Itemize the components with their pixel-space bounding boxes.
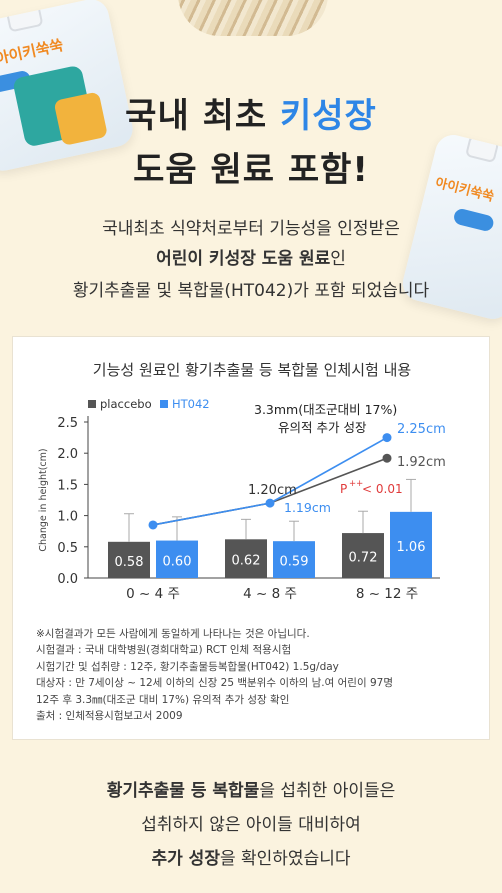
legend-swatch-ht042 — [160, 400, 168, 408]
bar-value-label: 0.62 — [232, 554, 261, 569]
x-tick-label: 8 ~ 12 주 — [356, 586, 418, 602]
intro-line1: 국내최초 식약처로부터 기능성을 인정받은 — [102, 219, 400, 239]
trend-label-end-placebo: 1.92cm — [397, 455, 446, 470]
note-line: 시험결과 : 국내 대학병원(경희대학교) RCT 인체 적용시험 — [36, 644, 292, 657]
y-tick-label: 0.0 — [57, 572, 78, 587]
annotation-significance: 유의적 추가 성장 — [278, 420, 367, 435]
bar-placebo — [342, 533, 384, 578]
closing-rest: 을 확인하였습니다 — [219, 849, 351, 869]
chart-bars — [108, 478, 432, 578]
y-tick-label: 1.0 — [57, 510, 78, 525]
study-notes: ※시험결과가 모든 사람에게 동일하게 나타나는 것은 아닙니다. 시험결과 :… — [36, 626, 393, 724]
dried-root-image — [178, 0, 328, 36]
legend-label-ht042: HT042 — [172, 397, 210, 411]
bar-ht042 — [273, 541, 315, 578]
note-line: 대상자 : 만 7세이상 ~ 12세 이하의 신장 25 백분위수 이하의 남.… — [36, 677, 393, 690]
closing-line2: 섭취하지 않은 아이들 대비하여 — [141, 815, 361, 835]
y-tick-label: 2.0 — [57, 447, 78, 462]
intro-bold: 어린이 키성장 도움 원료 — [156, 249, 331, 269]
closing-line3: 추가 성장을 확인하였습니다 — [0, 844, 502, 869]
intro-line3: 황기추출물 및 복합물(HT042)가 포함 되었습니다 — [72, 281, 430, 301]
chart-legend: placcebo HT042 — [88, 397, 210, 411]
p-value-sup: ++ — [349, 479, 363, 489]
headline-line2: 도움 원료 포함! — [133, 150, 369, 190]
chart-labels: 0.0 0.5 1.0 1.5 2.0 2.5 Change in height(cm) 0.… — [38, 402, 446, 602]
annotation-top: 3.3mm(대조군대비 17%) — [254, 402, 397, 417]
closing-bold: 황기추출물 등 복합물 — [106, 781, 260, 801]
ht042-point — [148, 520, 158, 530]
closing-line1: 황기추출물 등 복합물을 섭취한 아이들은 — [0, 776, 502, 801]
x-tick-label: 4 ~ 8 주 — [243, 586, 297, 602]
chart-title: 기능성 원료인 황기추출물 등 복합물 인체시험 내용 — [92, 361, 412, 379]
p-value-prefix: P — [340, 482, 347, 496]
p-value-rest: < 0.01 — [362, 482, 403, 496]
ht042-point — [382, 433, 392, 443]
y-tick-label: 2.5 — [57, 416, 78, 431]
y-tick-label: 0.5 — [57, 541, 78, 556]
headline-line1: 국내 최초 키성장 — [0, 88, 502, 137]
headline-prefix: 국내 최초 — [125, 96, 280, 136]
ht042-trend-line — [269, 436, 388, 504]
placebo-point — [382, 453, 392, 463]
closing-bold: 추가 성장 — [151, 849, 220, 869]
intro-rest: 인 — [330, 249, 346, 269]
headline-highlight: 키성장 — [279, 96, 377, 136]
bar-ht042 — [390, 511, 432, 578]
bar-placebo — [108, 541, 150, 578]
closing-rest: 을 섭취한 아이들은 — [259, 781, 396, 801]
note-line: 12주 후 3.3㎜(대조군 대비 17%) 유의적 추가 성장 확인 — [36, 693, 290, 706]
trend-label-mid: 1.20cm — [248, 483, 297, 498]
chart-trend-lines — [148, 433, 392, 530]
trend-label-mid-ht: 1.19cm — [284, 500, 331, 515]
bar-ht042 — [156, 540, 198, 578]
y-tick-label: 1.5 — [57, 478, 78, 493]
bar-value-label: 0.59 — [280, 555, 309, 570]
y-axis-title: Change in height(cm) — [38, 448, 49, 551]
trend-label-end-ht: 2.25cm — [397, 422, 446, 437]
bar-value-label: 0.72 — [349, 551, 378, 566]
note-line: ※시험결과가 모든 사람에게 동일하게 나타나는 것은 아닙니다. — [36, 628, 310, 640]
legend-label-placebo: placcebo — [100, 397, 152, 411]
bar-value-label: 0.60 — [163, 554, 192, 569]
bar-value-label: 0.58 — [115, 555, 144, 570]
note-line: 출처 : 인체적용시험보고서 2009 — [36, 710, 183, 723]
ht042-point — [265, 498, 275, 508]
note-line: 시험기간 및 섭취량 : 12주, 황기추출물등복합물(HT042) 1.5g/… — [36, 660, 339, 673]
bar-placebo — [225, 539, 267, 578]
bar-value-label: 1.06 — [397, 540, 426, 555]
ht042-trend-line-start — [152, 502, 271, 526]
intro-line2: 어린이 키성장 도움 원료인 — [0, 244, 502, 269]
legend-swatch-placebo — [88, 400, 96, 408]
x-tick-label: 0 ~ 4 주 — [126, 586, 180, 602]
